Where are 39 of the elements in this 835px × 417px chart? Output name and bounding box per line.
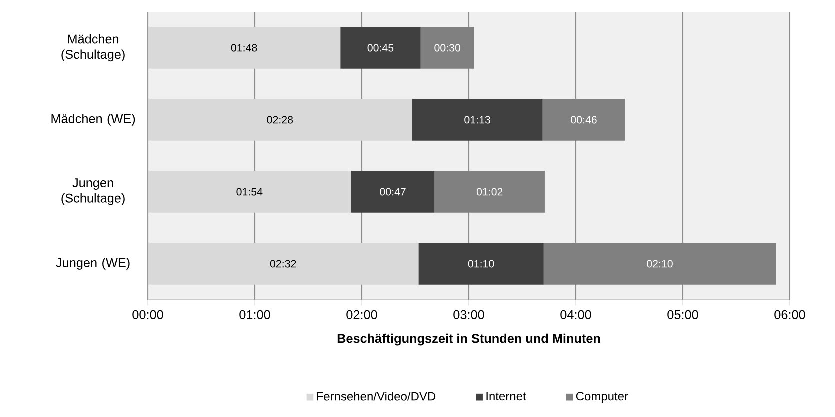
data-label: 00:46 <box>571 116 597 124</box>
data-label: 01:02 <box>476 188 503 196</box>
y-tick-label: Jungen (WE) <box>56 258 130 270</box>
x-axis-title: Beschäftigungszeit in Stunden und Minuten <box>338 334 600 346</box>
legend-label: Internet <box>486 392 526 401</box>
legend-label: Computer <box>576 392 628 404</box>
x-tick-label: 05:00 <box>668 310 698 320</box>
data-label: 00:45 <box>368 44 394 52</box>
x-tick-label: 02:00 <box>346 310 378 320</box>
data-label: 01:54 <box>236 188 263 196</box>
y-tick-label: Mädchen (Schultage) <box>62 34 125 62</box>
bar <box>351 171 435 213</box>
data-label: 02:10 <box>647 260 673 268</box>
bar <box>542 99 626 141</box>
bar <box>340 27 421 69</box>
data-label: 02:28 <box>267 116 294 124</box>
y-tick-label: Mädchen (WE) <box>52 114 136 126</box>
x-tick-label: 03:00 <box>454 310 484 320</box>
bar <box>420 27 474 69</box>
y-tick-label: Jungen (Schultage) <box>62 178 125 206</box>
data-label: 00:30 <box>434 44 461 52</box>
bar <box>148 243 419 285</box>
x-tick-label: 00:00 <box>132 310 164 320</box>
x-tick-label: 06:00 <box>774 310 806 320</box>
data-label: 02:32 <box>270 260 296 268</box>
data-label: 00:47 <box>380 188 406 196</box>
x-tick-label: 01:00 <box>240 310 270 320</box>
bar <box>544 243 776 285</box>
data-label: 01:10 <box>468 260 494 268</box>
bar <box>418 243 544 285</box>
bar <box>412 99 543 141</box>
bar <box>148 27 341 69</box>
legend-label: Fernsehen/Video/DVD <box>317 392 436 401</box>
data-label: 01:13 <box>464 116 490 124</box>
x-tick-label: 04:00 <box>560 310 592 320</box>
bar <box>148 99 412 141</box>
bar <box>148 171 352 213</box>
data-label: 01:48 <box>231 44 258 52</box>
bar <box>434 171 545 213</box>
